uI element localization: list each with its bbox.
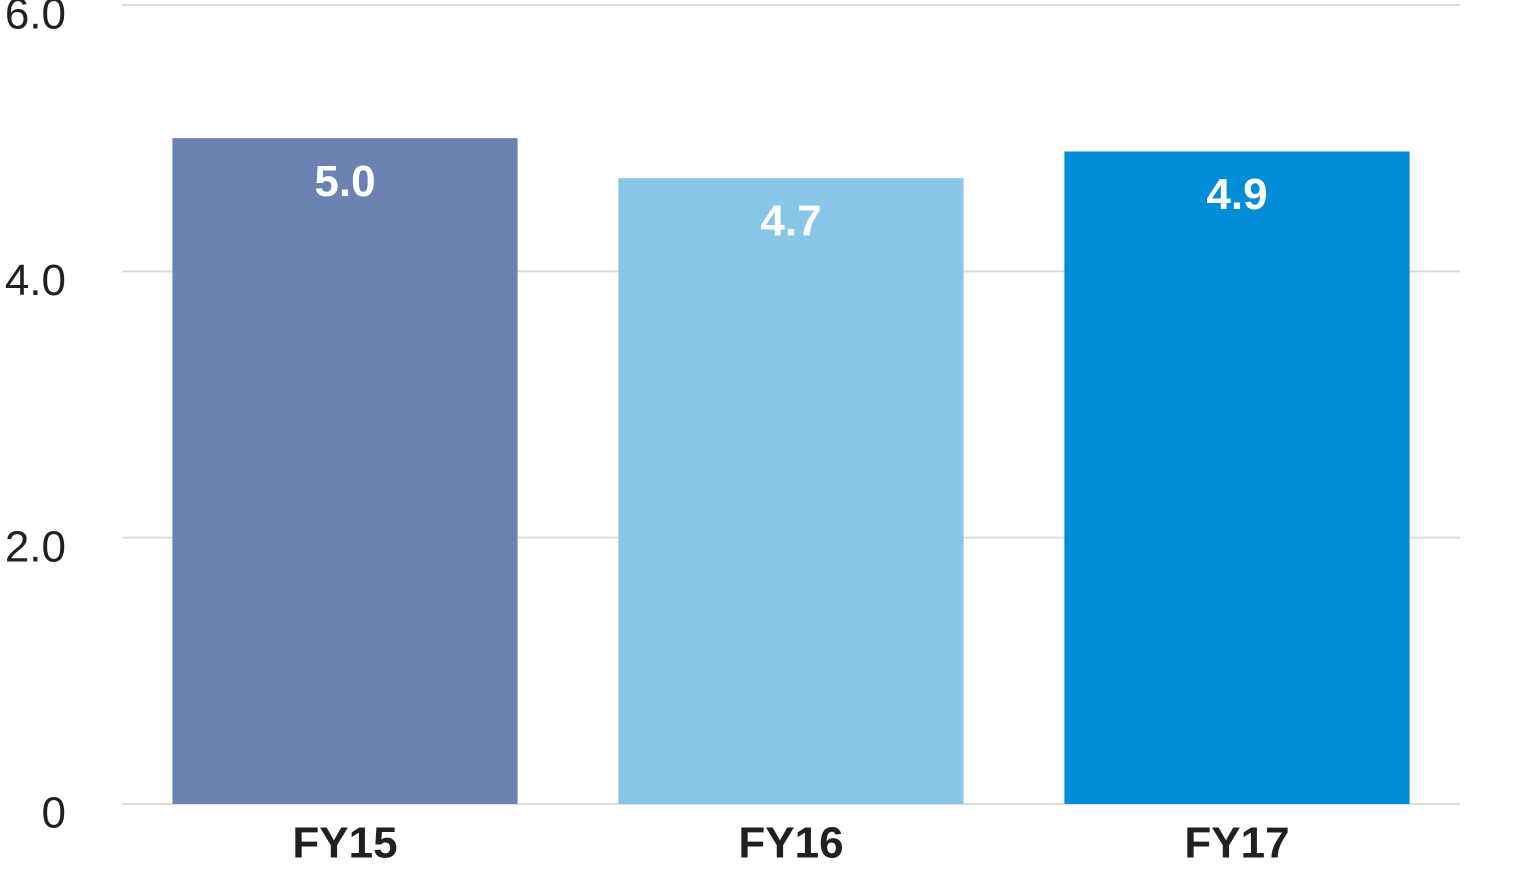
value-label: 5.0	[314, 157, 375, 206]
y-tick-label: 0	[42, 789, 66, 838]
bar	[618, 178, 964, 804]
bar	[1064, 151, 1410, 804]
x-tick-label: FY15	[292, 819, 397, 868]
y-tick-label: 2.0	[5, 522, 66, 571]
x-tick-label: FY17	[1184, 819, 1289, 868]
y-tick-label: 6.0	[5, 0, 66, 39]
value-label: 4.7	[760, 197, 821, 246]
value-label: 4.9	[1206, 170, 1267, 219]
x-tick-label: FY16	[738, 819, 843, 868]
bar	[172, 138, 518, 804]
y-tick-label: 4.0	[5, 256, 66, 305]
